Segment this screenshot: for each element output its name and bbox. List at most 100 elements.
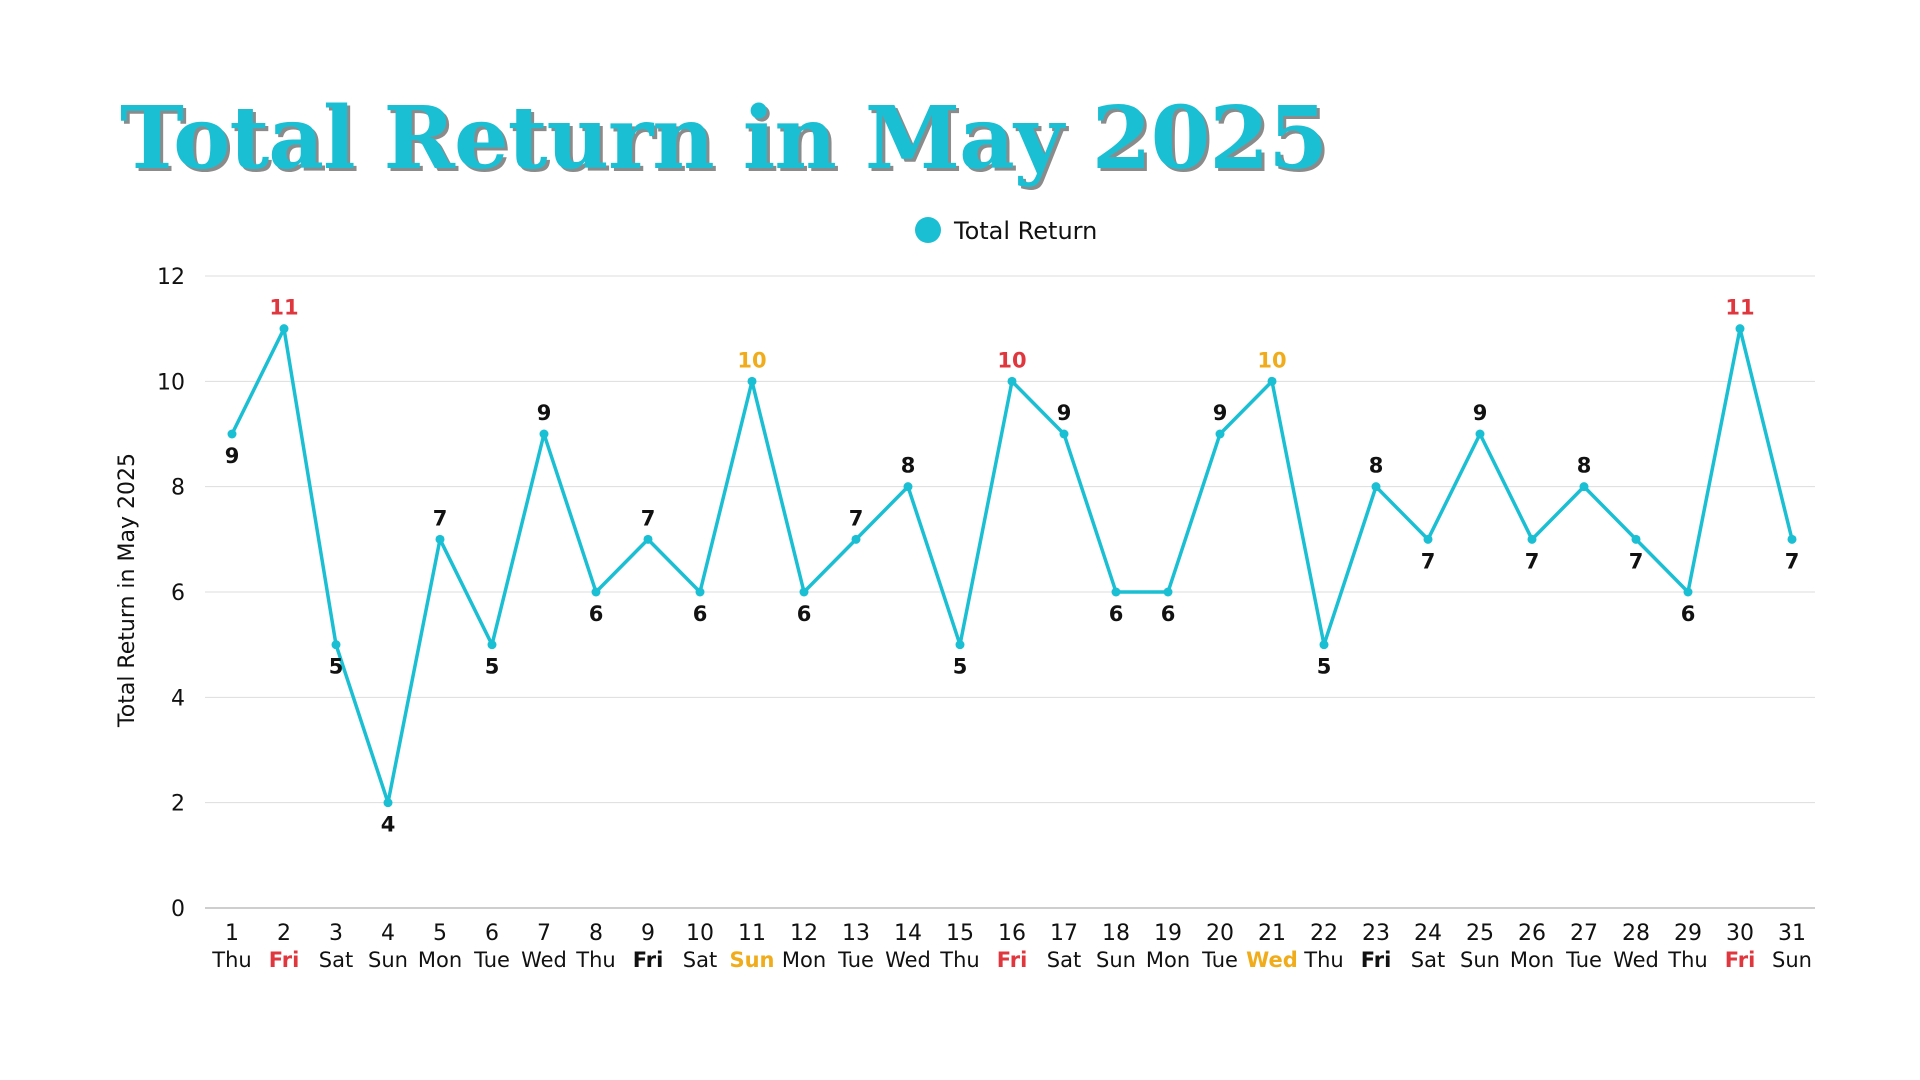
data-point <box>1683 587 1693 597</box>
y-axis-label: Total Return in May 2025 <box>115 453 140 728</box>
data-label: 7 <box>1785 549 1800 573</box>
x-tick-day: 28 <box>1622 921 1650 946</box>
x-tick-weekday: Wed <box>1246 948 1298 972</box>
x-tick-day: 31 <box>1778 921 1806 946</box>
data-point <box>1475 429 1485 439</box>
x-tick-weekday: Mon <box>1146 948 1190 972</box>
data-label: 7 <box>849 506 864 530</box>
data-point <box>1267 376 1277 386</box>
data-label: 8 <box>1577 454 1592 478</box>
data-label: 8 <box>1369 454 1384 478</box>
legend-marker <box>915 217 941 243</box>
x-tick-day: 4 <box>381 921 395 946</box>
data-point <box>1371 482 1381 492</box>
series-line <box>230 326 1794 805</box>
x-tick-weekday: Sun <box>1772 948 1812 972</box>
y-tick-label: 10 <box>157 370 185 395</box>
x-tick-day: 2 <box>277 921 291 946</box>
x-tick-day: 15 <box>946 921 974 946</box>
y-tick-label: 12 <box>157 265 185 290</box>
data-point <box>747 376 757 386</box>
data-label: 10 <box>1257 348 1286 372</box>
data-point <box>1059 429 1069 439</box>
x-tick-day: 20 <box>1206 921 1234 946</box>
data-labels: 9 11 5 4 7 5 9 6 7 6 10 6 7 8 5 10 9 6 6 9 10 5 8 7 9 7 8 7 6 11 7 <box>225 296 1800 837</box>
x-tick-day: 8 <box>589 921 603 946</box>
x-tick-day: 9 <box>641 921 655 946</box>
x-tick-day: 5 <box>433 921 447 946</box>
x-tick-day: 17 <box>1050 921 1078 946</box>
x-tick-weekday: Sat <box>1047 948 1081 972</box>
x-tick-day: 21 <box>1258 921 1286 946</box>
data-label: 6 <box>693 602 708 626</box>
x-tick-day: 11 <box>738 921 766 946</box>
x-tick-weekday: Wed <box>1613 948 1659 972</box>
data-point <box>955 640 965 650</box>
data-label: 9 <box>1213 401 1228 425</box>
data-point <box>1319 640 1329 650</box>
x-tick-day: 1 <box>225 921 239 946</box>
x-tick-weekday: Thu <box>211 948 251 972</box>
y-tick-label: 2 <box>171 792 185 817</box>
y-tick-label: 6 <box>171 581 185 606</box>
data-label: 5 <box>329 655 344 679</box>
data-point <box>487 640 497 650</box>
data-label: 9 <box>1473 401 1488 425</box>
y-tick-label: 4 <box>171 686 185 711</box>
x-tick-day: 25 <box>1466 921 1494 946</box>
data-points <box>227 324 1797 808</box>
data-point <box>695 587 705 597</box>
data-label: 6 <box>589 602 604 626</box>
chart-legend: Total Return <box>915 217 1097 245</box>
x-tick-day: 10 <box>686 921 714 946</box>
data-point <box>1527 534 1537 544</box>
y-axis-ticks: 0 2 4 6 8 10 12 <box>157 265 185 922</box>
y-tick-label: 0 <box>171 897 185 922</box>
x-tick-weekday: Fri <box>1361 948 1392 972</box>
data-point <box>279 324 289 334</box>
x-tick-day: 24 <box>1414 921 1442 946</box>
x-tick-weekday: Sat <box>683 948 717 972</box>
data-point <box>1579 482 1589 492</box>
data-label: 6 <box>1109 602 1124 626</box>
data-label: 4 <box>381 813 396 837</box>
x-tick-day: 6 <box>485 921 499 946</box>
data-label: 6 <box>797 602 812 626</box>
data-point <box>539 429 549 439</box>
x-tick-day: 16 <box>998 921 1026 946</box>
x-tick-weekday: Fri <box>269 948 300 972</box>
data-label: 5 <box>953 655 968 679</box>
data-point <box>799 587 809 597</box>
data-point <box>1215 429 1225 439</box>
x-tick-day: 19 <box>1154 921 1182 946</box>
data-label: 7 <box>1421 549 1436 573</box>
x-tick-day: 23 <box>1362 921 1390 946</box>
x-tick-weekday: Wed <box>521 948 567 972</box>
legend-label: Total Return <box>953 217 1097 245</box>
x-tick-weekday: Sat <box>319 948 353 972</box>
data-label: 7 <box>1629 549 1644 573</box>
y-tick-label: 8 <box>171 476 185 501</box>
x-tick-weekday: Mon <box>418 948 462 972</box>
data-label: 6 <box>1161 602 1176 626</box>
x-tick-weekday: Wed <box>885 948 931 972</box>
data-point <box>643 534 653 544</box>
data-label: 9 <box>537 401 552 425</box>
data-point <box>227 429 237 439</box>
x-tick-weekday: Mon <box>782 948 826 972</box>
data-label: 5 <box>485 655 500 679</box>
data-point <box>435 534 445 544</box>
data-label: 7 <box>433 506 448 530</box>
x-tick-day: 12 <box>790 921 818 946</box>
x-tick-day: 29 <box>1674 921 1702 946</box>
page-title: Total Return in May 2025 <box>120 88 1328 189</box>
x-tick-weekday: Thu <box>1303 948 1343 972</box>
data-point <box>1163 587 1173 597</box>
x-tick-day: 26 <box>1518 921 1546 946</box>
x-tick-weekday: Tue <box>473 948 510 972</box>
data-point <box>1787 534 1797 544</box>
data-label: 7 <box>1525 549 1540 573</box>
data-label: 10 <box>997 348 1026 372</box>
x-tick-day: 22 <box>1310 921 1338 946</box>
